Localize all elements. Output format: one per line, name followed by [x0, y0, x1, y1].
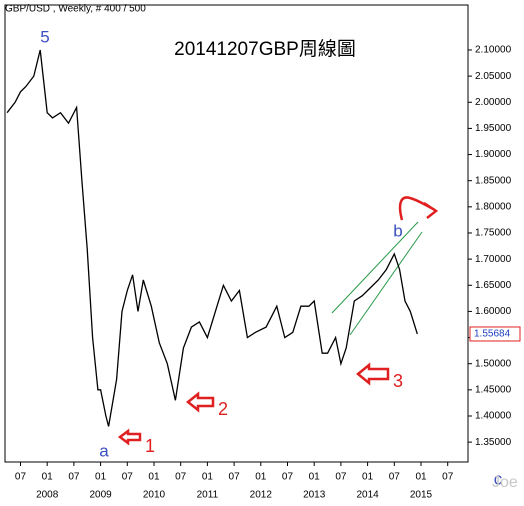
y-tick-label: 1.70000: [475, 254, 512, 265]
wave-label: c: [494, 469, 503, 488]
x-tick-label: 01: [148, 472, 160, 483]
x-tick-label: 07: [68, 472, 80, 483]
x-year-label: 2015: [410, 490, 433, 501]
x-tick-label: 07: [122, 472, 134, 483]
header: GBP/USD , Weekly, # 400 / 500: [5, 4, 146, 15]
y-tick-label: 1.35000: [475, 437, 512, 448]
wave-label: 1: [145, 436, 155, 456]
x-year-label: 2009: [89, 490, 112, 501]
x-tick-label: 01: [255, 472, 267, 483]
arrow: [356, 362, 390, 386]
y-tick-label: 1.80000: [475, 201, 512, 212]
x-tick-label: 07: [389, 472, 401, 483]
y-tick-label: 1.60000: [475, 306, 512, 317]
y-tick-label: 1.65000: [475, 280, 512, 291]
wave-label: b: [393, 221, 402, 240]
y-tick-label: 1.75000: [475, 228, 512, 239]
price-line: [6, 49, 418, 427]
y-tick-label: 2.00000: [475, 97, 512, 108]
watermark: Joe: [492, 474, 518, 491]
y-tick-label: 1.90000: [475, 149, 512, 160]
y-tick-label: 2.05000: [475, 71, 512, 82]
trend-line: [331, 221, 419, 314]
x-tick-label: 01: [362, 472, 374, 483]
y-tick-label: 1.95000: [475, 123, 512, 134]
x-tick-label: 01: [415, 472, 427, 483]
wave-label: 2: [218, 399, 228, 419]
x-tick-label: 01: [309, 472, 321, 483]
x-tick-label: 07: [175, 472, 187, 483]
last-price-label: 1.55684: [474, 329, 511, 340]
x-tick-label: 01: [95, 472, 107, 483]
x-year-label: 2012: [250, 490, 273, 501]
last-price-box: [469, 326, 521, 342]
x-year-label: 2010: [143, 490, 166, 501]
x-year-label: 2008: [36, 490, 59, 501]
wave-label: a: [99, 441, 109, 460]
y-tick-label: 1.85000: [475, 175, 512, 186]
chart-title: 20141207GBP周線圖: [174, 38, 356, 60]
x-year-label: 2014: [356, 490, 379, 501]
x-tick-label: 01: [202, 472, 214, 483]
wave-label: 3: [393, 371, 403, 391]
x-tick-label: 07: [335, 472, 347, 483]
x-year-label: 2011: [197, 490, 219, 501]
y-tick-label: 1.45000: [475, 384, 512, 395]
y-tick-label: 1.40000: [475, 411, 512, 422]
y-tick-label: 2.10000: [475, 45, 512, 56]
wave-label: 5: [40, 27, 49, 46]
y-tick-label: 1.50000: [475, 358, 512, 369]
x-tick-label: 07: [229, 472, 241, 483]
arrow: [117, 428, 142, 446]
x-tick-label: 07: [442, 472, 454, 483]
x-tick-label: 07: [282, 472, 294, 483]
curved-arrow: [398, 196, 439, 221]
x-tick-label: 07: [15, 472, 27, 483]
x-year-label: 2013: [303, 490, 326, 501]
x-tick-label: 01: [42, 472, 54, 483]
arrow: [185, 391, 215, 413]
trend-line: [349, 231, 423, 336]
plot-frame: [4, 4, 469, 463]
